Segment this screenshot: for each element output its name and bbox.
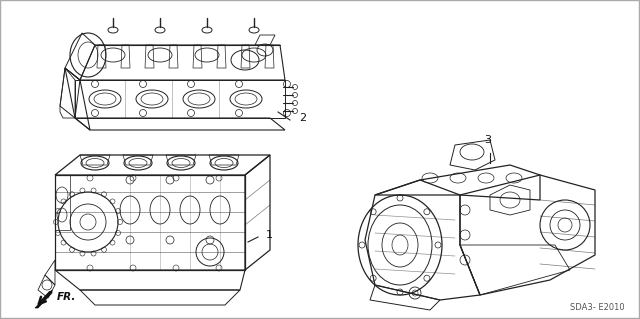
Text: 2: 2 [299, 113, 306, 123]
Text: SDA3- E2010: SDA3- E2010 [570, 303, 625, 312]
Text: FR.: FR. [57, 292, 76, 302]
Text: 1: 1 [266, 230, 273, 240]
Polygon shape [35, 290, 52, 308]
Text: 3: 3 [484, 135, 492, 145]
